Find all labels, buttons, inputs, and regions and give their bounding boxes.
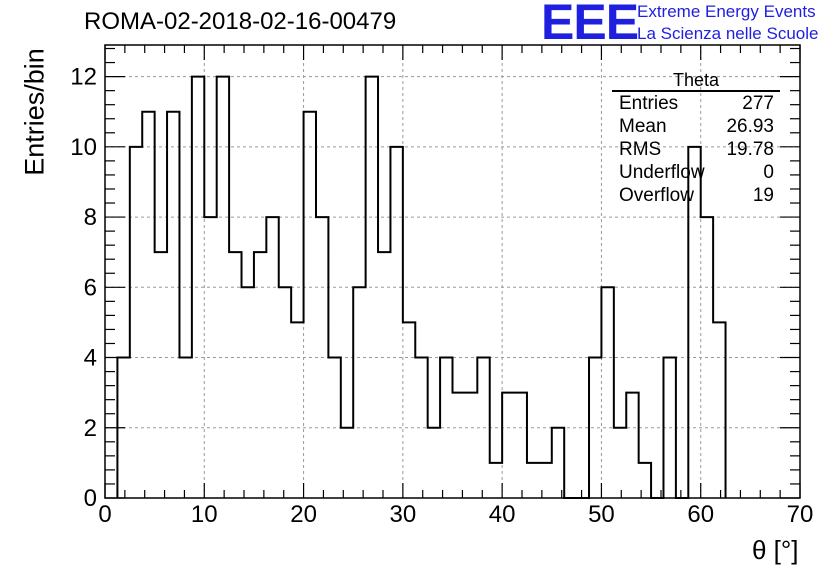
y-tick-label: 2 — [84, 415, 97, 442]
logo-line-1: Extreme Energy Events — [637, 2, 816, 21]
x-tick-labels: 0 10 20 30 40 50 60 70 — [98, 501, 813, 528]
stats-value: 277 — [742, 93, 774, 114]
histogram-outline — [116, 75, 727, 499]
run-title: ROMA-02-2018-02-16-00479 — [84, 8, 397, 35]
x-tick-label: 0 — [98, 501, 111, 528]
stats-title: Theta — [612, 70, 780, 92]
x-tick-label: 30 — [390, 501, 417, 528]
x-tick-label: 10 — [191, 501, 218, 528]
stats-label: Overflow — [619, 185, 694, 206]
stats-value: 0 — [763, 162, 774, 183]
stats-value: 26.93 — [726, 116, 774, 137]
stats-row-overflow: Overflow 19 — [612, 184, 780, 207]
stats-label: Mean — [619, 116, 667, 137]
stats-value: 19 — [752, 185, 774, 206]
x-tick-label: 50 — [588, 501, 615, 528]
y-tick-label: 12 — [70, 64, 97, 91]
stats-row-entries: Entries 277 — [612, 92, 780, 115]
y-tick-label: 10 — [70, 134, 97, 161]
x-tick-label: 40 — [489, 501, 516, 528]
stats-value: 19.78 — [726, 139, 774, 160]
y-tick-label: 6 — [84, 274, 97, 301]
x-tick-label: 70 — [787, 501, 814, 528]
y-axis-label: Entries/bin — [19, 48, 50, 176]
stats-label: Entries — [619, 93, 679, 114]
x-axis-label: θ [°] — [752, 535, 799, 565]
y-tick-label: 0 — [84, 485, 97, 512]
stats-label: Underflow — [619, 162, 705, 183]
y-tick-labels: 0 2 4 6 8 10 12 — [70, 64, 97, 512]
y-tick-label: 4 — [84, 345, 97, 372]
x-tick-label: 60 — [687, 501, 714, 528]
x-tick-label: 20 — [290, 501, 317, 528]
eee-logo: EEE — [541, 0, 639, 50]
stats-row-underflow: Underflow 0 — [612, 161, 780, 184]
stats-row-mean: Mean 26.93 — [612, 115, 780, 138]
plot-frame — [104, 44, 801, 499]
stats-label: RMS — [619, 139, 662, 160]
axis-ticks — [104, 45, 801, 499]
stats-box: Theta Entries 277 Mean 26.93 RMS 19.78 U… — [612, 70, 780, 207]
stats-row-rms: RMS 19.78 — [612, 138, 780, 161]
y-tick-label: 8 — [84, 204, 97, 231]
logo-line-2: La Scienza nelle Scuole — [637, 24, 819, 43]
